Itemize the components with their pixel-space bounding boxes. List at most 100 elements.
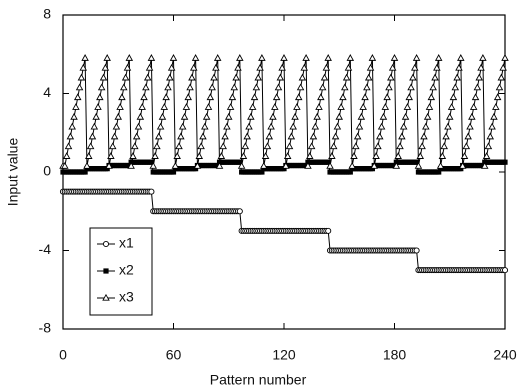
marker: [219, 142, 227, 150]
marker: [414, 159, 420, 165]
marker: [90, 122, 99, 130]
marker: [398, 132, 406, 140]
marker: [94, 103, 102, 110]
marker: [254, 73, 262, 81]
marker: [364, 73, 373, 81]
marker: [453, 73, 461, 81]
marker: [329, 142, 338, 150]
marker: [317, 93, 325, 101]
marker: [396, 142, 404, 150]
marker: [501, 267, 509, 274]
marker: [145, 63, 154, 71]
marker: [182, 103, 191, 110]
marker: [414, 161, 423, 169]
marker: [488, 122, 496, 130]
marker: [320, 73, 329, 81]
marker: [101, 63, 110, 71]
marker: [282, 161, 290, 169]
marker: [178, 122, 187, 130]
marker: [335, 112, 344, 120]
marker: [140, 93, 148, 101]
marker: [412, 54, 421, 61]
marker: [324, 54, 332, 61]
marker: [193, 161, 202, 169]
marker: [322, 63, 331, 71]
marker: [304, 161, 312, 169]
marker: [132, 132, 141, 140]
series: [59, 188, 509, 274]
marker: [201, 122, 209, 130]
y-tick-label: -4: [39, 241, 52, 257]
marker: [302, 54, 310, 61]
marker: [331, 132, 340, 140]
marker: [85, 152, 93, 159]
marker: [131, 142, 139, 150]
marker: [469, 103, 478, 110]
marker: [267, 122, 275, 130]
marker: [399, 122, 408, 130]
marker: [429, 83, 437, 91]
marker: [61, 161, 69, 169]
marker: [291, 112, 299, 120]
marker: [344, 63, 353, 71]
marker: [401, 112, 410, 120]
marker: [377, 122, 386, 130]
marker: [300, 63, 309, 71]
marker: [108, 142, 117, 150]
marker: [433, 63, 441, 71]
marker: [191, 54, 200, 61]
marker: [407, 83, 415, 91]
marker: [116, 103, 124, 110]
marker: [110, 132, 119, 140]
marker: [189, 63, 198, 71]
marker: [296, 83, 305, 91]
marker: [484, 142, 493, 150]
marker: [390, 54, 399, 61]
marker: [458, 161, 467, 169]
marker: [425, 103, 434, 110]
marker: [248, 103, 257, 110]
marker: [385, 83, 393, 91]
marker: [464, 132, 472, 140]
marker: [361, 93, 369, 101]
marker: [311, 122, 320, 130]
marker: [92, 112, 100, 120]
marker: [363, 83, 371, 91]
marker: [490, 112, 498, 120]
marker: [171, 161, 180, 169]
marker: [148, 159, 154, 165]
marker: [153, 142, 161, 150]
marker: [213, 54, 222, 61]
marker: [410, 63, 419, 71]
marker: [342, 73, 351, 81]
x-axis-label: Pattern number: [210, 372, 307, 388]
marker: [293, 103, 301, 110]
marker: [445, 112, 454, 120]
marker: [197, 142, 205, 150]
marker: [388, 63, 397, 71]
marker: [352, 142, 360, 150]
marker: [272, 93, 281, 101]
marker: [422, 122, 430, 130]
marker: [96, 93, 104, 101]
marker: [379, 112, 388, 120]
marker: [475, 73, 483, 81]
marker: [442, 132, 450, 140]
marker: [195, 152, 204, 159]
marker: [477, 63, 485, 71]
y-tick-label: -8: [39, 320, 52, 336]
marker: [114, 112, 123, 120]
marker: [355, 122, 364, 130]
marker: [102, 293, 110, 301]
marker: [274, 83, 283, 91]
marker: [455, 63, 463, 71]
marker: [99, 73, 108, 81]
marker: [162, 93, 170, 101]
marker: [409, 73, 417, 81]
marker: [427, 93, 436, 101]
x-tick-label: 120: [272, 347, 296, 363]
marker: [228, 93, 237, 101]
marker: [431, 73, 439, 81]
marker: [318, 83, 327, 91]
